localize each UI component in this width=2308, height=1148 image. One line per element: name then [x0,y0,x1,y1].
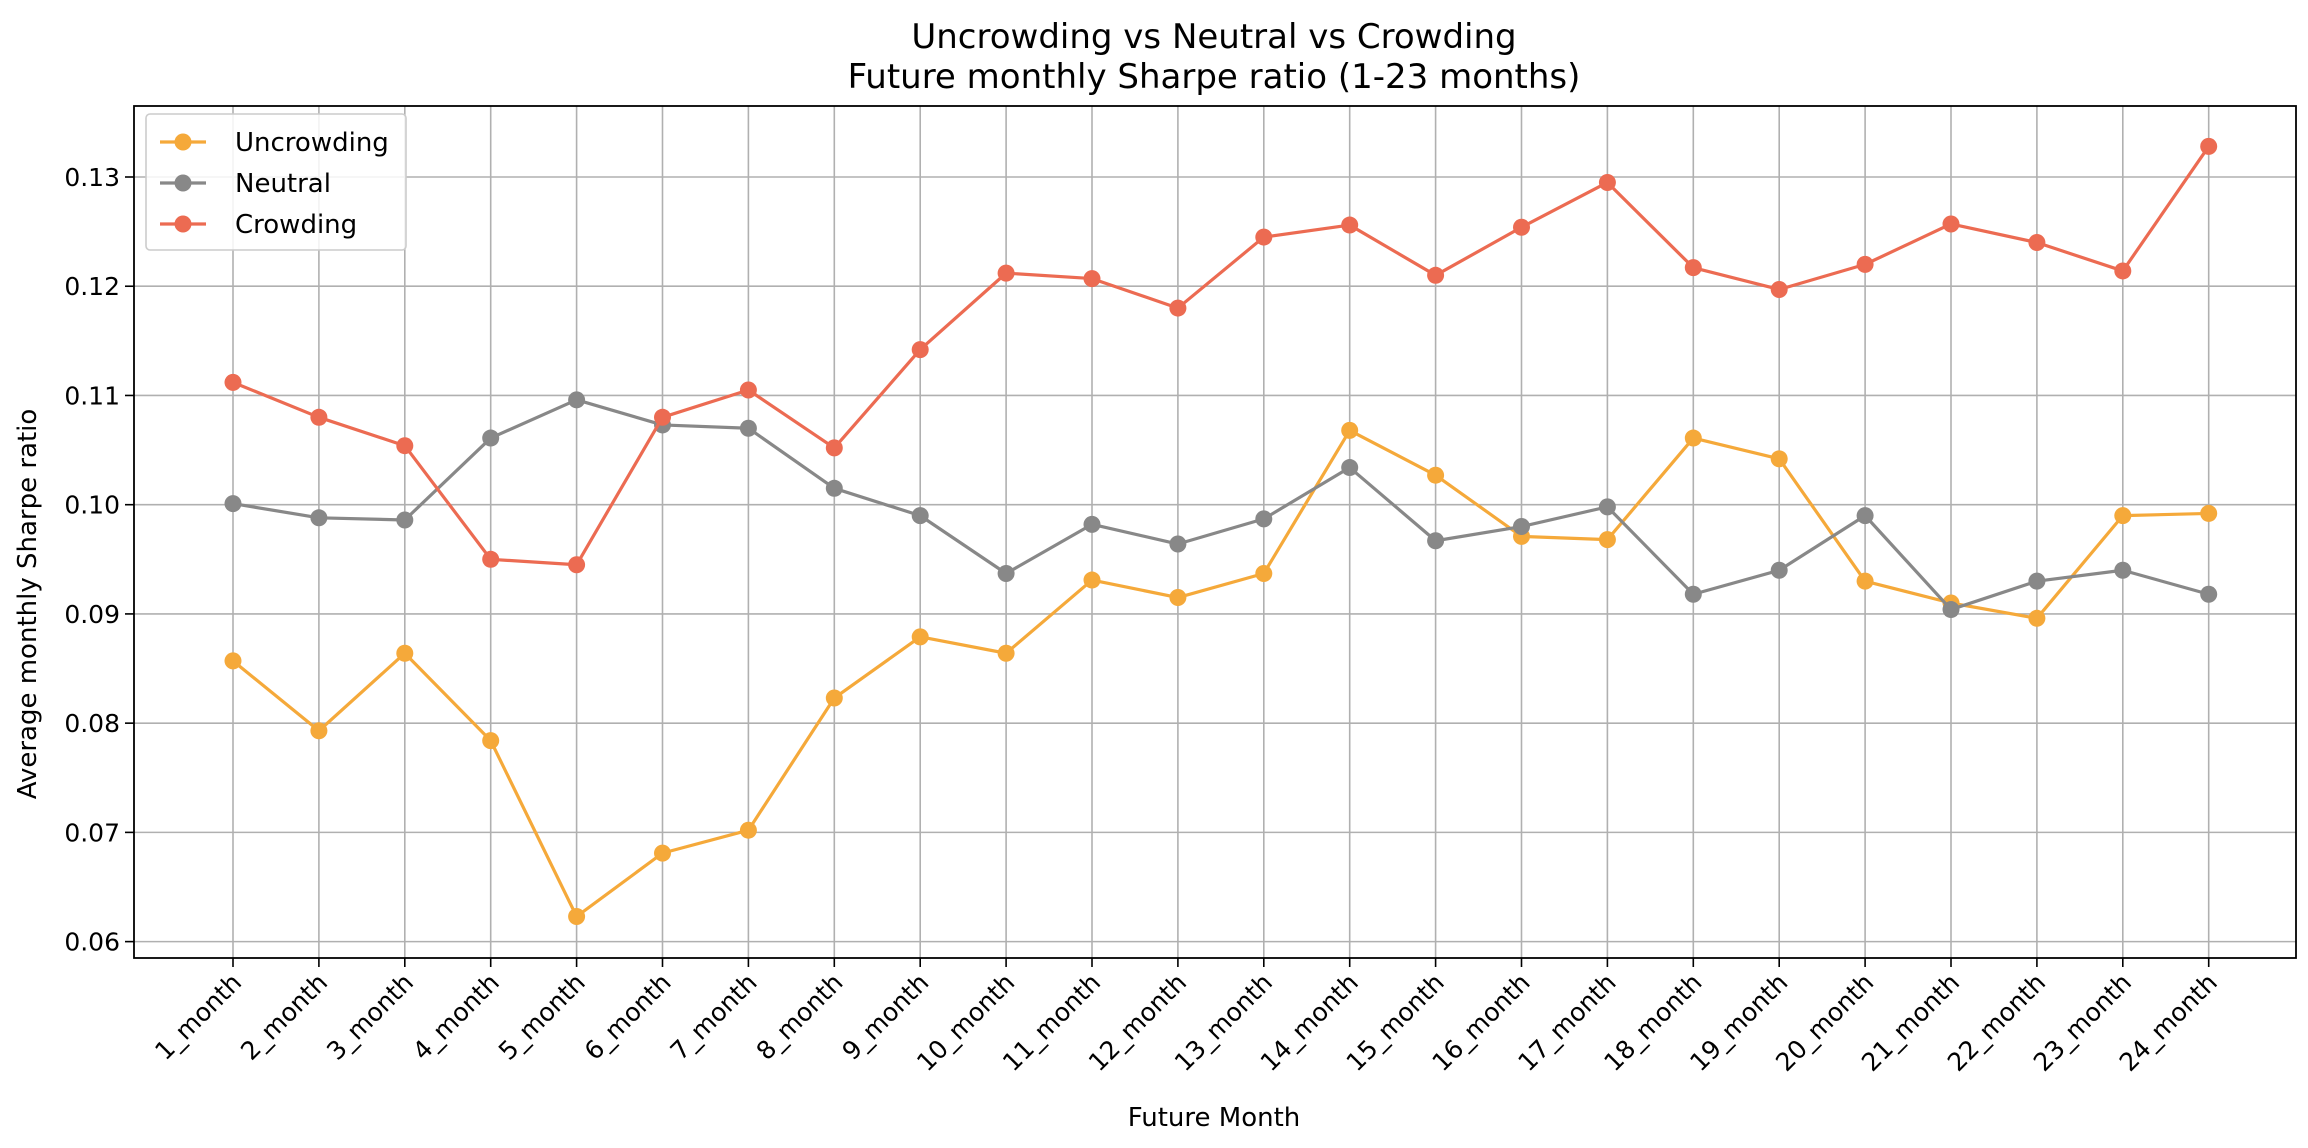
data-point [654,408,671,426]
legend-label: Neutral [235,169,331,199]
data-point [911,507,929,525]
data-point [482,732,500,750]
data-point [739,419,757,437]
data-point [1598,498,1616,516]
data-point [2200,137,2218,155]
data-point [482,550,500,568]
data-point [2114,507,2132,525]
data-point [1341,216,1359,234]
chart-title-line1: Uncrowding vs Neutral vs Crowding [911,17,1516,57]
legend-label: Uncrowding [235,128,389,158]
data-point [1684,259,1702,277]
data-point [1513,518,1530,536]
y-tick-label: 0.13 [64,163,120,192]
y-tick-label: 0.12 [64,272,120,301]
data-point [1598,173,1616,191]
data-point [1255,510,1273,528]
data-point [482,429,500,447]
data-point [1770,450,1788,468]
data-point [1169,589,1187,607]
data-point [2200,585,2218,603]
data-point [1684,585,1702,603]
data-point [911,628,929,646]
legend: Uncrowding Neutral Crowding [145,113,407,251]
data-point [2028,572,2046,590]
y-tick-label: 0.11 [64,381,120,410]
y-tick-label: 0.08 [64,709,120,738]
data-point [825,479,843,497]
data-point [1427,266,1445,284]
data-point [739,821,757,839]
data-point [1856,507,1874,525]
data-point [825,689,843,707]
data-point [997,264,1015,282]
data-point [1513,218,1530,236]
data-point [310,722,328,740]
data-point [1856,572,1874,590]
legend-marker [174,133,192,151]
data-point [224,652,242,670]
data-point [997,644,1015,662]
data-point [310,509,328,527]
data-point [1083,571,1101,589]
data-point [1942,215,1960,233]
x-axis-label: Future Month [1128,1103,1301,1133]
data-point [1427,466,1445,484]
legend-label: Crowding [235,210,357,240]
y-tick-label: 0.06 [64,928,120,957]
data-point [2200,504,2218,522]
series-line-crowding [232,145,2211,567]
data-point [1169,535,1187,553]
legend-marker [174,215,192,233]
data-point [1341,459,1359,477]
data-point [1942,601,1960,619]
y-tick-label: 0.07 [64,818,120,847]
data-point [654,844,671,862]
series-line-neutral [232,398,2210,612]
data-point [396,437,414,455]
data-point [224,495,242,513]
data-point [1083,515,1101,533]
data-point [1255,565,1273,583]
data-point [1255,228,1273,246]
data-point [997,565,1015,583]
data-point [825,439,843,457]
data-point [224,373,242,391]
data-point [2028,609,2046,627]
data-point [739,381,757,399]
y-axis-label: Average monthly Sharpe ratio [13,409,43,800]
series-uncrowding [224,421,2218,925]
data-point [396,644,414,662]
data-point [1427,532,1445,550]
data-point [2114,262,2132,280]
data-point [1770,561,1788,579]
series-crowding [224,137,2218,574]
data-point [1083,270,1101,288]
data-point [310,408,328,426]
chart-title-line2: Future monthly Sharpe ratio (1-23 months… [848,57,1581,97]
data-point [568,556,586,574]
data-point [1341,421,1359,439]
data-point [568,391,586,409]
data-point [2028,234,2046,252]
legend-marker [174,174,192,192]
series-line-uncrowding [231,428,2209,919]
y-tick-label: 0.09 [64,600,120,629]
data-point [1856,255,1874,273]
data-point [396,511,414,529]
plot-frame [133,105,2297,959]
data-point [1770,281,1788,299]
legend-box [145,113,407,251]
data-point [1169,299,1187,317]
data-point [568,907,586,925]
data-point [911,341,929,359]
y-tick-label: 0.10 [64,491,120,520]
data-point [1684,429,1702,447]
series-group [224,137,2218,925]
data-point [2114,561,2132,579]
data-point [1598,531,1616,549]
